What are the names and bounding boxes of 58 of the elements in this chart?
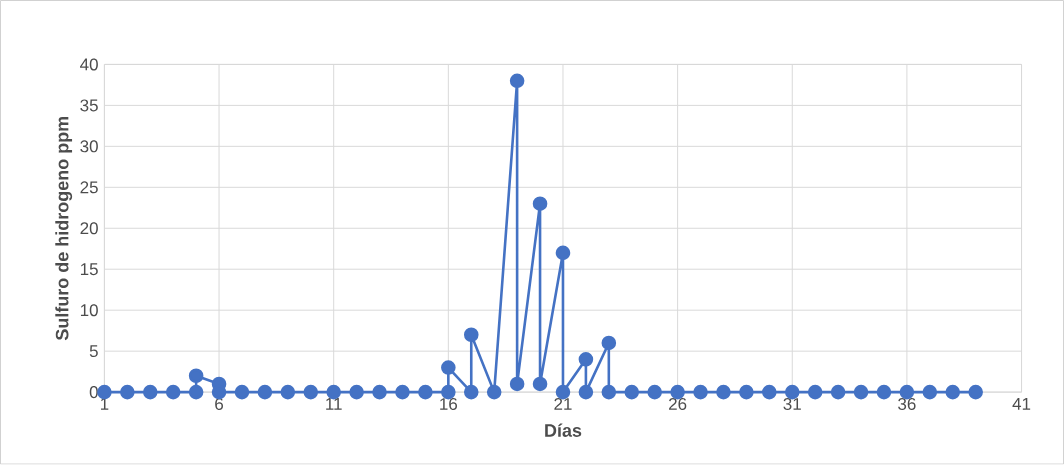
point xyxy=(463,385,479,400)
point xyxy=(120,385,135,400)
point xyxy=(876,385,892,400)
point xyxy=(968,385,983,400)
point xyxy=(532,196,548,212)
x-tick-label: 26 xyxy=(669,398,687,411)
point xyxy=(716,385,731,400)
point xyxy=(830,385,846,400)
y-tick-label: 0 xyxy=(89,386,98,399)
y-tick-label: 30 xyxy=(80,140,98,153)
y-tick-label: 15 xyxy=(80,263,98,276)
point xyxy=(257,385,273,400)
point xyxy=(509,73,525,89)
point xyxy=(188,385,204,400)
y-tick-label: 20 xyxy=(80,222,98,235)
point xyxy=(647,385,662,400)
point xyxy=(578,385,594,400)
x-axis-title: Días xyxy=(545,423,582,438)
point xyxy=(922,385,938,400)
y-axis-title: Sulfuro de hidrogeno ppm xyxy=(55,117,73,341)
x-tick-label: 11 xyxy=(326,398,342,410)
y-tick-label: 5 xyxy=(89,345,98,358)
point xyxy=(945,385,961,400)
point xyxy=(739,385,754,400)
point xyxy=(532,376,548,392)
point xyxy=(601,335,617,351)
point xyxy=(372,385,387,400)
point xyxy=(97,385,112,400)
point xyxy=(280,385,296,400)
point xyxy=(142,385,158,400)
x-tick-label: 31 xyxy=(783,398,801,411)
point xyxy=(303,385,319,400)
point xyxy=(601,385,617,400)
point xyxy=(762,385,777,400)
point xyxy=(395,385,410,400)
y-tick-label: 40 xyxy=(80,58,98,71)
point xyxy=(441,360,456,376)
x-tick-label: 16 xyxy=(440,398,458,411)
point xyxy=(624,385,640,400)
point xyxy=(349,385,364,400)
point xyxy=(807,385,823,400)
point xyxy=(578,352,594,367)
point xyxy=(418,385,433,400)
point xyxy=(555,245,571,261)
point xyxy=(509,376,525,392)
y-tick-label: 25 xyxy=(80,181,98,194)
y-tick-label: 10 xyxy=(80,304,98,317)
x-tick-label: 36 xyxy=(898,398,916,411)
point xyxy=(165,385,181,400)
point xyxy=(463,327,479,343)
x-tick-label: 21 xyxy=(554,398,572,411)
point xyxy=(234,385,250,400)
point xyxy=(188,368,204,384)
point xyxy=(486,385,502,400)
y-tick-label: 35 xyxy=(80,99,98,112)
point xyxy=(693,385,708,400)
point xyxy=(853,385,869,400)
x-tick-label: 41 xyxy=(1012,398,1031,410)
